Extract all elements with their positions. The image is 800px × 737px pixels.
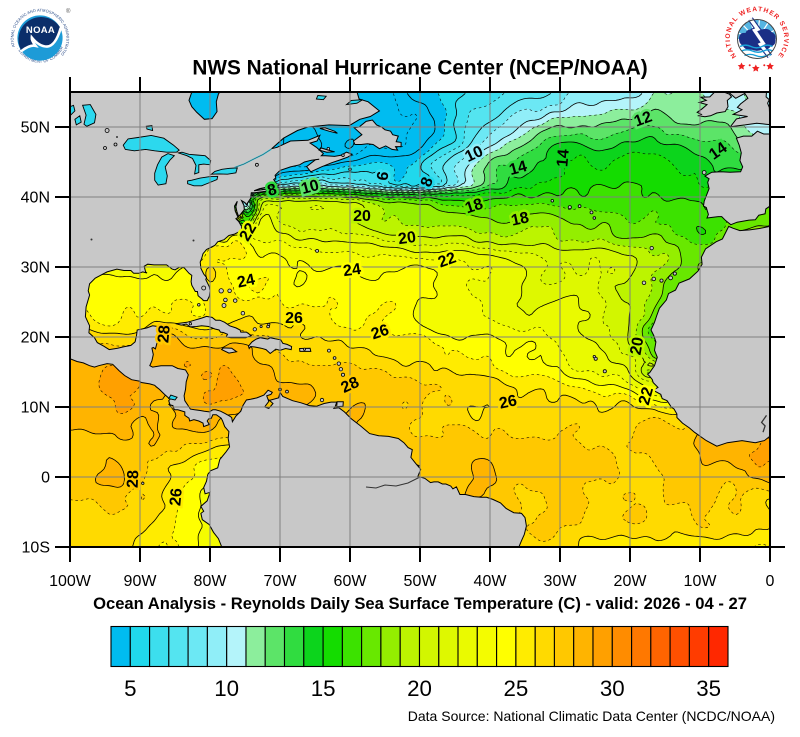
svg-text:0: 0 — [41, 470, 50, 487]
svg-text:20: 20 — [407, 676, 432, 701]
svg-text:50N: 50N — [21, 120, 50, 137]
svg-text:90W: 90W — [124, 573, 158, 590]
svg-text:40N: 40N — [21, 190, 50, 207]
svg-text:Data Source: National Climatic: Data Source: National Climatic Data Cent… — [408, 708, 775, 724]
svg-text:NOAA: NOAA — [26, 25, 55, 36]
svg-text:24: 24 — [342, 261, 362, 280]
svg-text:50W: 50W — [404, 573, 438, 590]
svg-text:5: 5 — [124, 676, 136, 701]
svg-text:30N: 30N — [21, 260, 50, 277]
svg-text:25: 25 — [503, 676, 528, 701]
svg-text:26: 26 — [167, 487, 185, 506]
svg-text:0: 0 — [766, 573, 775, 590]
svg-text:100W: 100W — [49, 573, 92, 590]
svg-text:NWS National Hurricane Center: NWS National Hurricane Center (NCEP/NOAA… — [192, 57, 647, 80]
svg-text:10W: 10W — [684, 573, 718, 590]
svg-text:26: 26 — [285, 310, 303, 327]
svg-text:20W: 20W — [614, 573, 648, 590]
svg-text:15: 15 — [311, 676, 336, 701]
svg-text:10S: 10S — [22, 540, 50, 557]
svg-text:20N: 20N — [21, 330, 50, 347]
svg-text:35: 35 — [696, 676, 721, 701]
svg-text:30W: 30W — [544, 573, 578, 590]
svg-text:20: 20 — [353, 208, 371, 225]
svg-text:28: 28 — [155, 324, 173, 343]
svg-text:26: 26 — [498, 392, 519, 412]
svg-text:18: 18 — [510, 209, 531, 229]
svg-text:Ocean Analysis - Reynolds Dail: Ocean Analysis - Reynolds Daily Sea Surf… — [93, 594, 747, 613]
svg-text:10: 10 — [214, 676, 239, 701]
svg-text:20: 20 — [628, 336, 648, 357]
svg-text:20: 20 — [397, 229, 417, 248]
svg-text:14: 14 — [554, 148, 572, 167]
svg-text:24: 24 — [236, 271, 257, 291]
svg-text:10N: 10N — [21, 400, 50, 417]
svg-text:40W: 40W — [474, 573, 508, 590]
svg-text:30: 30 — [600, 676, 625, 701]
svg-text:®: ® — [66, 8, 71, 15]
svg-text:28: 28 — [125, 470, 143, 488]
svg-text:70W: 70W — [264, 573, 298, 590]
svg-text:60W: 60W — [334, 573, 368, 590]
svg-text:80W: 80W — [194, 573, 228, 590]
